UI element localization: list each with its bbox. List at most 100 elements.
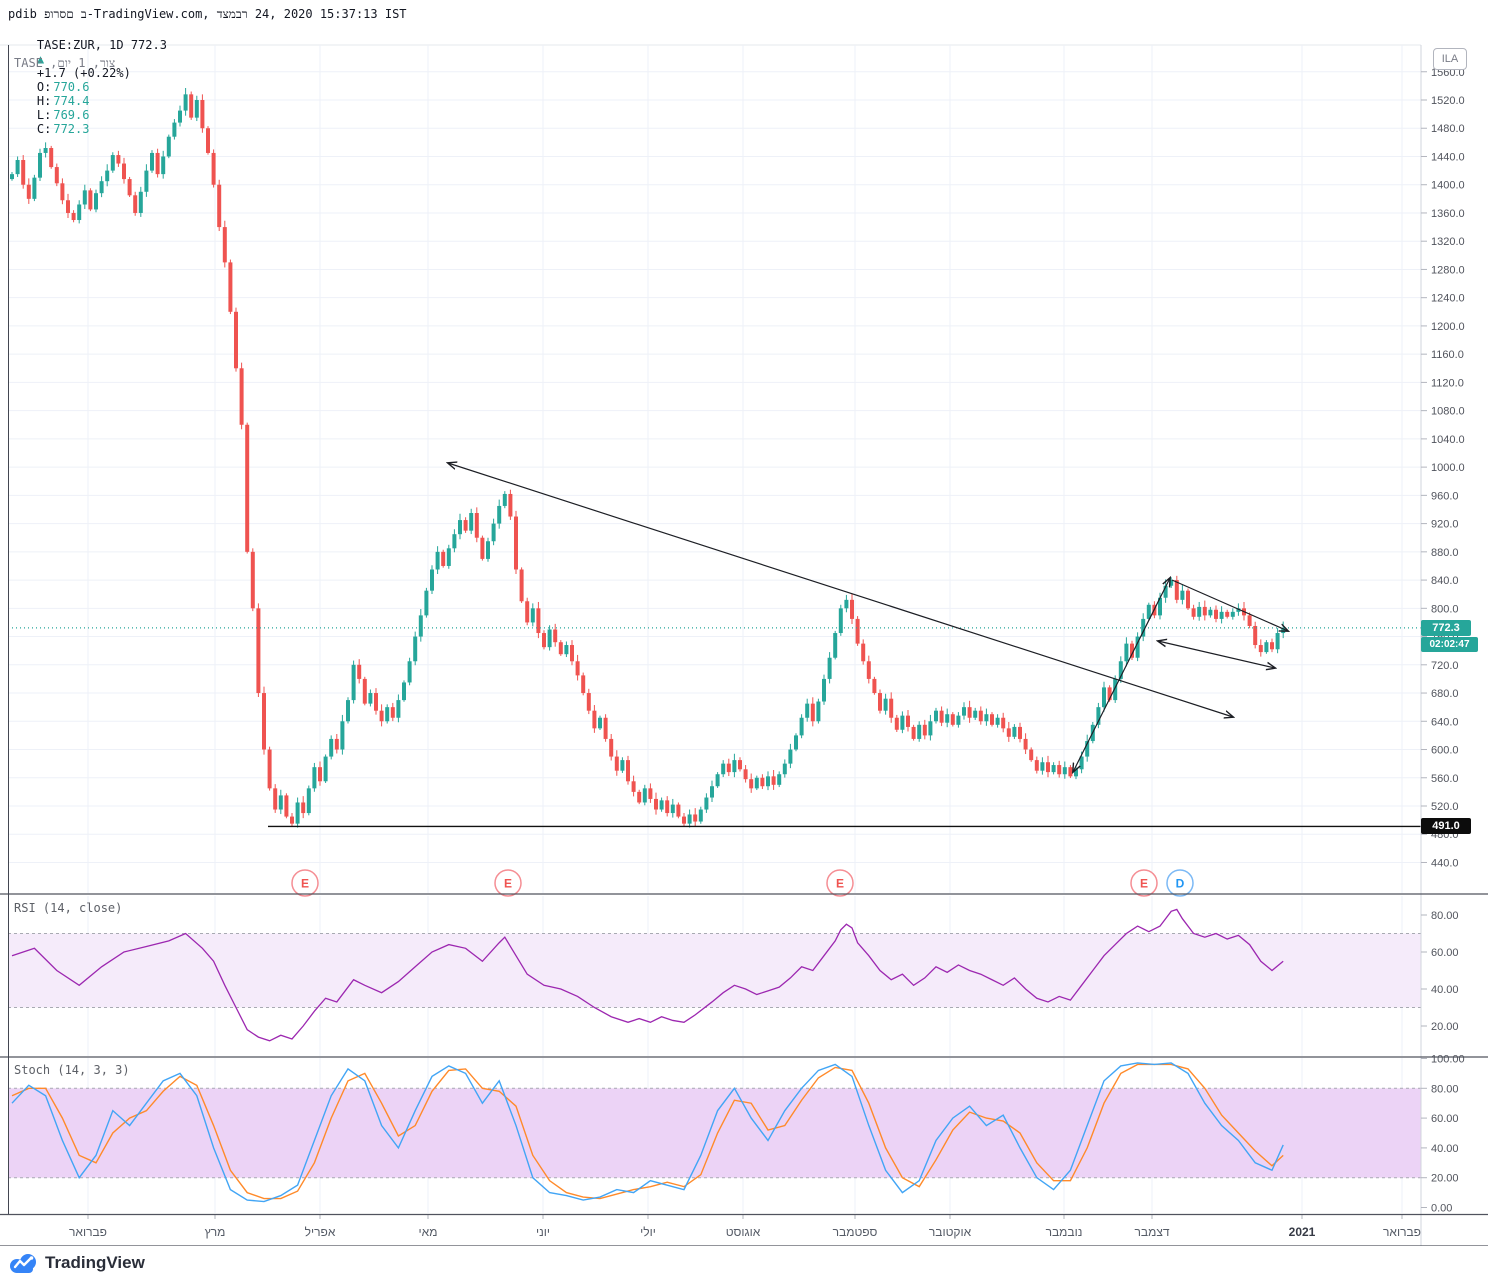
time-axis-label[interactable]: מרץ (205, 1225, 226, 1239)
stoch-d-line (11, 1063, 1284, 1200)
time-axis-label[interactable]: נובמבר (1046, 1225, 1083, 1239)
tradingview-logo-icon[interactable] (8, 1252, 38, 1274)
rsi-pane-label[interactable]: RSI (14, close) (14, 901, 123, 915)
trendline-arrow[interactable] (1158, 641, 1275, 668)
candle-body (43, 148, 48, 153)
candle-body (463, 520, 468, 531)
open-label: O: (36, 80, 52, 94)
candle-body (659, 800, 664, 810)
time-axis-label[interactable]: אוגוסט (726, 1225, 761, 1239)
candle-body (1057, 765, 1062, 775)
candle-body (458, 520, 462, 535)
time-axis-label[interactable]: אפריל (305, 1225, 336, 1239)
candle-body (99, 181, 104, 194)
price-tick-label: 920.0 (1431, 519, 1459, 531)
candle-body (318, 767, 322, 782)
candle-body (10, 174, 14, 180)
stoch-band (8, 1088, 1421, 1178)
price-tick-label: 1120.0 (1431, 377, 1464, 389)
candle-body (631, 781, 636, 792)
candle-body (536, 608, 541, 634)
currency-badge[interactable]: ILA (1433, 48, 1467, 70)
chart-legend[interactable]: צור, 1 יום, TASE (14, 56, 116, 70)
candle-body (1006, 728, 1011, 737)
candle-body (693, 814, 698, 822)
candle-body (1208, 609, 1213, 616)
candle-body (441, 551, 446, 566)
candle-body (150, 152, 154, 171)
candle-body (743, 769, 748, 780)
time-axis-strip[interactable] (0, 1215, 1488, 1246)
candle-body (1051, 765, 1056, 773)
candle-body (1102, 687, 1106, 708)
time-axis-label[interactable]: יולי (640, 1225, 656, 1239)
candle-body (956, 715, 961, 725)
candle-body (1197, 606, 1202, 617)
candle-body (670, 804, 675, 814)
candle-body (721, 763, 726, 775)
publish-info-line: pdib פורסם ב-TradingView.com, דצמבר 24, … (8, 7, 407, 21)
time-axis-label[interactable]: 2021 (1289, 1225, 1316, 1239)
candle-body (749, 779, 754, 789)
candle-body (732, 760, 737, 773)
candle-body (1012, 726, 1017, 737)
time-axis-label[interactable]: אוקטובר (929, 1225, 972, 1239)
candle-body (133, 195, 138, 213)
earnings-marker-circle[interactable] (826, 869, 854, 897)
stoch-pane-label[interactable]: Stoch (14, 3, 3) (14, 1063, 130, 1077)
chart-canvas[interactable]: E E E E D פברואר מרץ אפריל מאי יוני יולי אוגוסט ספטמ… (0, 0, 1488, 1246)
candle-body (1219, 611, 1224, 619)
rsi-band (8, 933, 1421, 1008)
candle-body (1034, 760, 1039, 771)
time-axis-label[interactable]: פברואר (69, 1225, 107, 1239)
time-axis-label[interactable]: מאי (419, 1225, 438, 1239)
candle-body (939, 710, 944, 723)
candle-body (413, 636, 418, 662)
stoch-tick-label: 60.00 (1431, 1113, 1459, 1125)
earnings-marker-label: E (1140, 877, 1148, 891)
earnings-marker-circle[interactable] (494, 869, 522, 897)
candle-body (766, 776, 770, 787)
open-value: 770.6 (53, 80, 90, 94)
candle-body (211, 152, 216, 185)
candle-body (474, 513, 479, 538)
candle-body (581, 675, 586, 694)
price-change: +1.7 (+0.22%) (36, 66, 131, 80)
candle-body (424, 590, 429, 616)
candle-body (760, 777, 765, 787)
candle-body (430, 569, 434, 591)
candle-body (105, 170, 110, 182)
dividend-marker-circle[interactable] (1166, 869, 1194, 897)
time-axis-label[interactable]: ספטמבר (833, 1225, 878, 1239)
candle-body (1258, 645, 1263, 653)
candle-body (637, 791, 642, 803)
time-axis-label[interactable]: דצמבר (1134, 1225, 1169, 1239)
candle-body (1230, 611, 1235, 617)
candle-body (900, 715, 905, 730)
trendline-arrow[interactable] (1171, 579, 1288, 631)
candle-body (698, 809, 703, 822)
candle-body (922, 724, 927, 736)
candle-body (805, 703, 810, 718)
candle-body (1186, 590, 1190, 609)
low-value: 769.6 (53, 108, 90, 122)
candle-body (1191, 608, 1196, 617)
earnings-marker-circle[interactable] (291, 869, 319, 897)
candle-body (514, 516, 518, 570)
trendline-arrow[interactable] (448, 463, 1233, 717)
candle-body (250, 551, 255, 609)
high-value: 774.4 (53, 94, 90, 108)
time-axis-label[interactable]: פברואר (1383, 1225, 1421, 1239)
earnings-marker-circle[interactable] (1130, 869, 1158, 897)
candle-body (984, 714, 989, 722)
trendline-arrow[interactable] (1073, 578, 1170, 772)
price-tick-label: 1080.0 (1431, 406, 1465, 418)
candle-body (794, 735, 798, 750)
symbol-interval-price[interactable]: TASE:ZUR, 1D 772.3 (36, 38, 167, 52)
candle-body (777, 774, 782, 785)
time-axis-label[interactable]: יוני (536, 1225, 550, 1239)
candle-body (754, 777, 759, 789)
tradingview-brand-text[interactable]: TradingView (45, 1252, 145, 1272)
candle-body (508, 493, 513, 517)
candle-body (161, 156, 166, 175)
